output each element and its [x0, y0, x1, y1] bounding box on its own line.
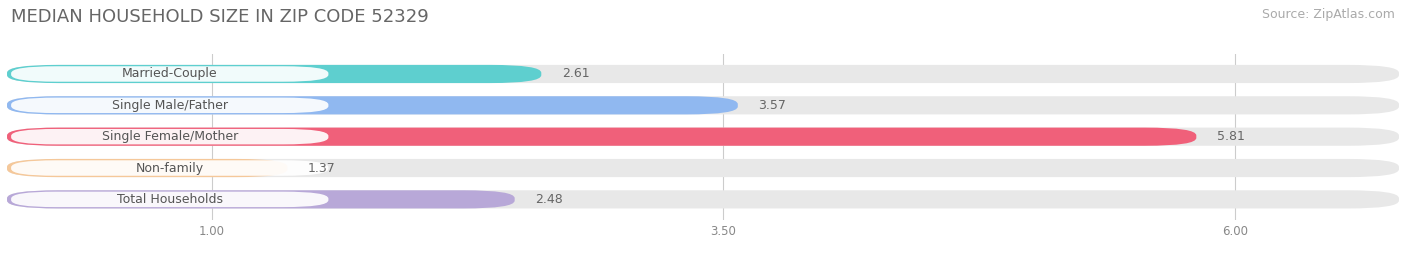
- FancyBboxPatch shape: [7, 65, 1399, 83]
- Text: 1.37: 1.37: [308, 162, 336, 174]
- FancyBboxPatch shape: [7, 65, 541, 83]
- Text: 3.57: 3.57: [758, 99, 786, 112]
- FancyBboxPatch shape: [11, 129, 329, 144]
- Text: Source: ZipAtlas.com: Source: ZipAtlas.com: [1261, 8, 1395, 21]
- Text: Married-Couple: Married-Couple: [122, 68, 218, 80]
- FancyBboxPatch shape: [7, 128, 1197, 146]
- FancyBboxPatch shape: [7, 96, 1399, 114]
- FancyBboxPatch shape: [7, 96, 738, 114]
- Text: 2.48: 2.48: [536, 193, 562, 206]
- Text: 5.81: 5.81: [1216, 130, 1244, 143]
- FancyBboxPatch shape: [7, 190, 1399, 209]
- Text: Single Male/Father: Single Male/Father: [111, 99, 228, 112]
- FancyBboxPatch shape: [11, 192, 329, 207]
- FancyBboxPatch shape: [11, 160, 329, 176]
- Text: MEDIAN HOUSEHOLD SIZE IN ZIP CODE 52329: MEDIAN HOUSEHOLD SIZE IN ZIP CODE 52329: [11, 8, 429, 26]
- FancyBboxPatch shape: [7, 190, 515, 209]
- FancyBboxPatch shape: [7, 128, 1399, 146]
- Text: Total Households: Total Households: [117, 193, 222, 206]
- Text: 2.61: 2.61: [562, 68, 589, 80]
- FancyBboxPatch shape: [7, 159, 287, 177]
- Text: Non-family: Non-family: [136, 162, 204, 174]
- FancyBboxPatch shape: [11, 98, 329, 113]
- FancyBboxPatch shape: [7, 159, 1399, 177]
- FancyBboxPatch shape: [11, 66, 329, 82]
- Text: Single Female/Mother: Single Female/Mother: [101, 130, 238, 143]
